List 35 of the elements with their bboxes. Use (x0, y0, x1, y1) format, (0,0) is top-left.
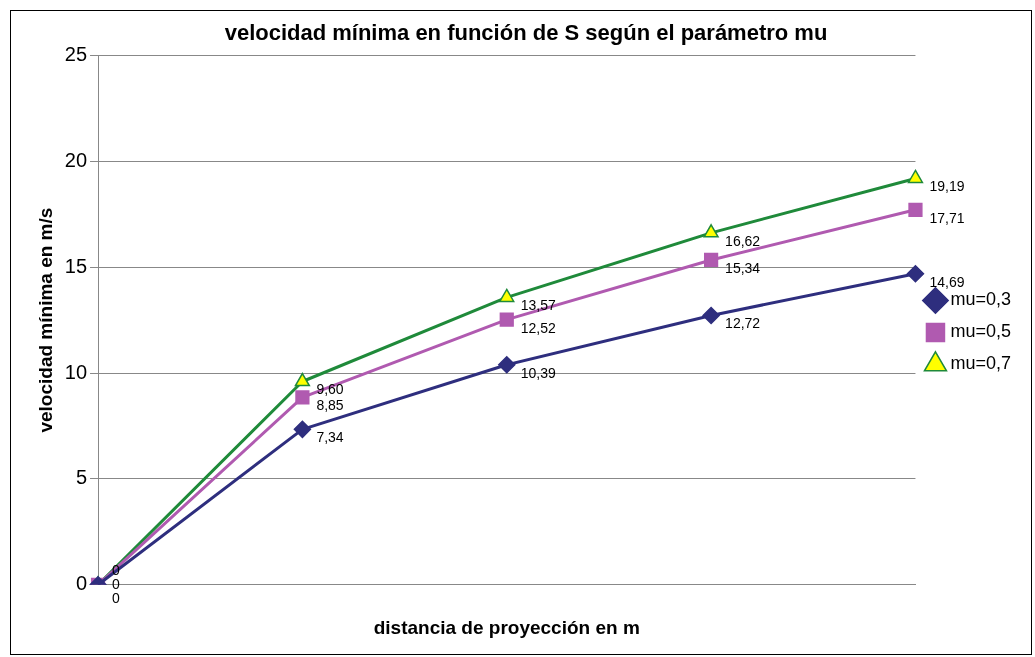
legend-label: mu=0,5 (950, 321, 1012, 342)
point (703, 252, 719, 268)
y-axis-title: velocidad mínima en m/s (34, 207, 56, 433)
point (703, 224, 719, 238)
y-tick-label: 0 (75, 572, 88, 595)
y-tick-label: 5 (75, 466, 88, 489)
data-label: 16,62 (725, 232, 761, 249)
data-label: 0 (112, 589, 121, 606)
chart-title: velocidad mínima en función de S según el parámetro mu (224, 20, 828, 46)
point (294, 372, 311, 387)
data-label: 12,52 (520, 319, 556, 336)
data-label: 19,19 (929, 178, 965, 195)
x-axis-title: distancia de proyección en m (373, 616, 640, 638)
data-label: 14,69 (929, 273, 965, 290)
y-tick-label: 25 (64, 42, 88, 65)
legend-label: mu=0,3 (950, 289, 1012, 310)
data-label: 15,34 (725, 259, 761, 276)
legend-label: mu=0,7 (950, 353, 1012, 374)
point (908, 202, 923, 217)
data-label: 8,85 (316, 397, 344, 414)
point (499, 312, 514, 327)
data-label: 17,71 (929, 209, 965, 226)
data-label: 13,57 (520, 297, 556, 314)
point (498, 356, 516, 374)
y-tick-label: 10 (64, 360, 88, 383)
y-tick-label: 15 (64, 254, 88, 277)
data-label: 12,72 (725, 315, 761, 332)
point (906, 264, 925, 283)
data-label: 7,34 (316, 429, 344, 446)
point (499, 288, 515, 303)
data-label: 0 (112, 575, 121, 592)
data-label: 10,39 (520, 364, 556, 381)
y-tick-label: 20 (64, 148, 88, 171)
point (295, 390, 310, 405)
point (702, 306, 720, 325)
